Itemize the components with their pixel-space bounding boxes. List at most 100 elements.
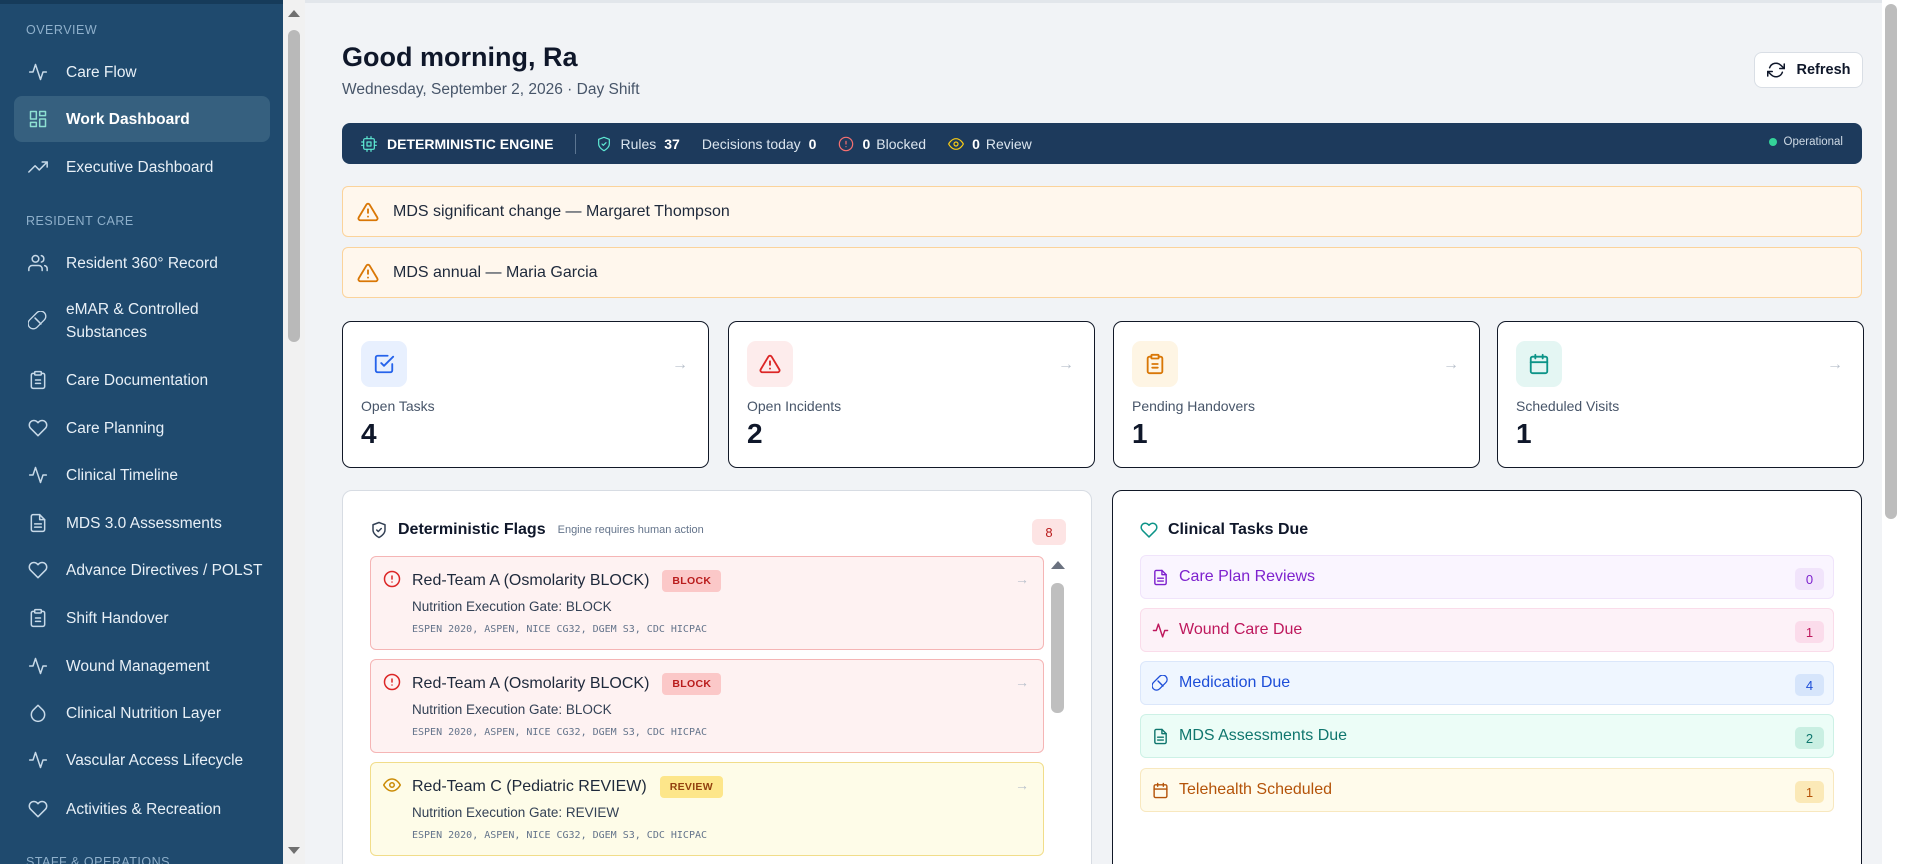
sidebar-item-label: Executive Dashboard [66,158,214,176]
flags-scrollbar[interactable] [1049,561,1065,864]
stat-card-open-tasks[interactable]: → Open Tasks 4 [342,321,709,468]
alert-banner[interactable]: MDS annual — Maria Garcia [342,247,1862,298]
activity-icon [28,465,48,485]
stat-card-scheduled-visits[interactable]: → Scheduled Visits 1 [1497,321,1864,468]
sidebar-item-clinical-timeline[interactable]: Clinical Timeline [14,452,270,498]
task-row-care-plan-reviews[interactable]: Care Plan Reviews 0 [1140,555,1834,599]
alert-banner[interactable]: MDS significant change — Margaret Thomps… [342,186,1862,237]
stat-icon-box [1132,341,1178,387]
engine-review-value: 0 [972,135,980,152]
refresh-label: Refresh [1796,62,1851,78]
sidebar-scroll-thumb[interactable] [288,30,300,342]
engine-operational-status: Operational [1768,136,1843,148]
activity-icon [28,656,48,676]
sidebar-scrollbar[interactable] [283,0,305,864]
sidebar-item-care-planning[interactable]: Care Planning [14,405,270,451]
shield-check-icon [372,521,386,539]
sidebar-item-care-flow[interactable]: Care Flow [14,49,270,95]
flag-item[interactable]: Red-Team A (Osmolarity BLOCK) BLOCK Nutr… [370,659,1044,753]
sidebar-item-wound-management[interactable]: Wound Management [14,643,270,689]
task-label: MDS Assessments Due [1179,727,1348,744]
engine-status-bar: DETERMINISTIC ENGINE Rules 37 Decisions … [342,123,1862,164]
sidebar: OVERVIEW Care Flow Work Dashboard Execut… [0,0,283,864]
alert-text: MDS significant change — Margaret Thomps… [393,202,730,220]
sidebar-item-shift-handover[interactable]: Shift Handover [14,595,270,641]
sidebar-item-emar[interactable]: eMAR & Controlled Substances [14,296,270,346]
stat-label: Open Incidents [747,398,842,414]
scroll-up-arrow-icon[interactable] [288,10,300,17]
sidebar-item-care-documentation[interactable]: Care Documentation [14,357,270,403]
sidebar-item-label: eMAR & Controlled Substances [66,301,199,341]
engine-decisions: Decisions today 0 [702,136,817,152]
sidebar-item-activities[interactable]: Activities & Recreation [14,786,270,832]
activity-icon [28,62,48,82]
file-text-icon [28,513,48,533]
eye-icon [383,776,401,794]
sidebar-item-label: Clinical Timeline [66,466,178,484]
task-row-mds-assessments[interactable]: MDS Assessments Due 2 [1140,714,1834,758]
engine-blocked-value: 0 [862,135,871,152]
stat-label: Scheduled Visits [1516,398,1620,414]
page-scroll-thumb[interactable] [1885,4,1897,519]
stat-icon-box [1516,341,1562,387]
page-date: Wednesday, September 2, 2026 · Day Shift [342,81,640,98]
engine-decisions-value: 0 [808,135,817,152]
flag-title-row: Red-Team A (Osmolarity BLOCK) BLOCK [412,570,722,592]
alert-circle-icon [839,136,854,151]
flag-title-row: Red-Team C (Pediatric REVIEW) REVIEW [412,776,723,798]
flags-subtitle: Engine requires human action [557,524,704,536]
sidebar-item-executive-dashboard[interactable]: Executive Dashboard [14,144,270,190]
arrow-right-icon: → [1015,777,1029,793]
sidebar-section-resident-care: RESIDENT CARE [26,214,134,228]
engine-divider [575,133,577,154]
sidebar-item-mds-assessments[interactable]: MDS 3.0 Assessments [14,500,270,546]
sidebar-item-resident-record[interactable]: Resident 360° Record [14,240,270,286]
calendar-icon [1529,353,1549,375]
clipboard-icon [28,370,48,390]
flags-title: Deterministic Flags [398,521,546,538]
pill-icon [28,311,48,331]
flag-references: ESPEN 2020, ASPEN, NICE CG32, DGEM S3, C… [412,624,708,635]
scroll-down-arrow-icon[interactable] [288,847,300,854]
sidebar-item-label: Advance Directives / POLST [66,561,263,579]
sidebar-item-vascular-access[interactable]: Vascular Access Lifecycle [14,737,270,783]
arrow-right-icon: → [1058,356,1074,373]
sidebar-item-clinical-nutrition[interactable]: Clinical Nutrition Layer [14,690,270,736]
engine-title: DETERMINISTIC ENGINE [387,135,554,152]
clipboard-icon [28,608,48,628]
flag-item[interactable]: Red-Team A (Osmolarity BLOCK) BLOCK Nutr… [370,556,1044,650]
flag-title: Red-Team A (Osmolarity BLOCK) [412,675,650,692]
sidebar-item-label: Care Documentation [66,371,209,389]
arrow-right-icon: → [1443,356,1459,373]
heart-icon [28,418,48,438]
alert-circle-icon [383,673,401,691]
page-scrollbar[interactable] [1882,0,1901,864]
sidebar-item-advance-directives[interactable]: Advance Directives / POLST [14,547,270,593]
warning-icon [357,263,379,282]
sidebar-section-staff-operations: STAFF & OPERATIONS [26,855,170,864]
engine-rules: Rules 37 [596,136,680,152]
droplet-icon [28,703,48,723]
sidebar-item-label: Wound Management [66,657,210,675]
task-row-wound-care[interactable]: Wound Care Due 1 [1140,608,1834,652]
file-text-icon [1154,728,1167,744]
task-row-medication[interactable]: Medication Due 4 [1140,661,1834,705]
flag-item[interactable]: Red-Team C (Pediatric REVIEW) REVIEW Nut… [370,762,1044,856]
stat-label: Pending Handovers [1132,398,1255,414]
refresh-button[interactable]: Refresh [1754,52,1863,88]
refresh-icon [1766,62,1785,78]
stat-label: Open Tasks [361,398,435,414]
sidebar-item-work-dashboard[interactable]: Work Dashboard [14,96,270,142]
stat-card-pending-handovers[interactable]: → Pending Handovers 1 [1113,321,1480,468]
engine-status-label: Operational [1783,136,1843,148]
clinical-tasks-title: Clinical Tasks Due [1168,521,1309,538]
stat-card-open-incidents[interactable]: → Open Incidents 2 [728,321,1095,468]
stat-value: 1 [1516,418,1532,449]
arrow-right-icon: → [1827,356,1843,373]
arrow-right-icon: → [672,356,688,373]
task-row-telehealth[interactable]: Telehealth Scheduled 1 [1140,768,1834,812]
scroll-up-arrow-icon[interactable] [1051,561,1065,569]
flags-scroll-thumb[interactable] [1051,583,1064,713]
clinical-tasks-panel: Clinical Tasks Due Care Plan Reviews 0 W… [1112,490,1862,864]
flag-subtitle: Nutrition Execution Gate: BLOCK [412,702,612,717]
